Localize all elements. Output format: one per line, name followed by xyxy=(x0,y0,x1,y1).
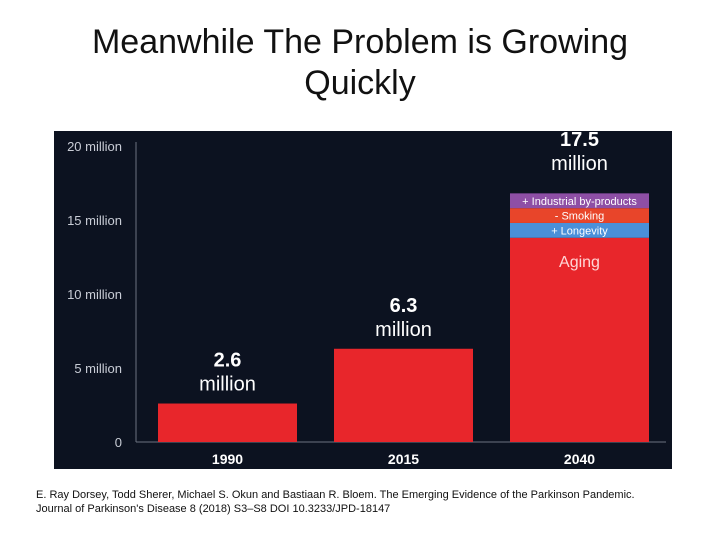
value-label-2040-unit: million xyxy=(551,153,608,175)
bar-2040-segment-label-4: + Industrial by-products xyxy=(522,196,637,208)
bar-2015 xyxy=(334,348,473,442)
y-tick-label-4: 20 million xyxy=(67,139,122,154)
citation-line-2: Journal of Parkinson's Disease 8 (2018) … xyxy=(36,503,391,515)
y-tick-label-2: 10 million xyxy=(67,287,122,302)
bar-2040-segment-4 xyxy=(510,193,649,209)
x-tick-label-1990: 1990 xyxy=(212,451,243,467)
value-label-1990-unit: million xyxy=(199,374,256,396)
slide-title: Meanwhile The Problem is Growing Quickly xyxy=(0,22,720,104)
y-tick-label-0: 0 xyxy=(115,435,122,450)
bar-2040-segment-label-2: + Longevity xyxy=(551,225,608,237)
bar-1990 xyxy=(158,403,297,442)
value-label-2015-unit: million xyxy=(375,319,432,341)
citation-line-1: E. Ray Dorsey, Todd Sherer, Michael S. O… xyxy=(36,489,635,501)
value-label-2040-number: 17.5 xyxy=(560,131,599,151)
bar-2040-segment-2 xyxy=(510,222,649,238)
slide-title-line-2: Quickly xyxy=(304,64,416,102)
chart-panel: 0 5 million 10 million 15 million 20 million… xyxy=(54,131,672,469)
bar-2040-segment-label-3: - Smoking xyxy=(555,211,605,223)
value-label-1990-number: 2.6 xyxy=(214,350,242,372)
bar-2040-segment-3 xyxy=(510,208,649,223)
x-tick-label-2040: 2040 xyxy=(564,451,595,467)
value-label-2015-number: 6.3 xyxy=(390,295,418,317)
y-tick-label-1: 5 million xyxy=(74,361,122,376)
bar-chart: 0 5 million 10 million 15 million 20 million… xyxy=(67,131,666,467)
citation: E. Ray Dorsey, Todd Sherer, Michael S. O… xyxy=(36,488,706,516)
slide-title-line-1: Meanwhile The Problem is Growing xyxy=(91,23,629,61)
bar-2040-segment-label-1: Aging xyxy=(559,254,600,271)
bar-2040-segment-1 xyxy=(510,237,649,442)
y-tick-label-3: 15 million xyxy=(67,213,122,228)
x-tick-label-2015: 2015 xyxy=(388,451,419,467)
